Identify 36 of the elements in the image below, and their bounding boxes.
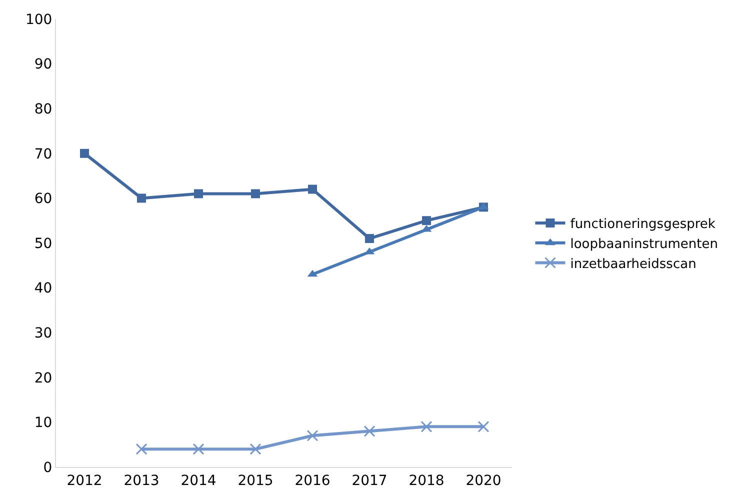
point <box>194 189 203 198</box>
point <box>251 189 260 198</box>
y-tick-label: 40 <box>34 280 52 297</box>
y-tick-label: 80 <box>34 102 52 118</box>
x-tick-label: 2015 <box>238 472 274 489</box>
point <box>306 430 318 442</box>
legend-label: functioneringsgesprek <box>570 217 716 232</box>
legend-label: inzetbaarheidsscan <box>570 256 696 272</box>
y-tick-label: 50 <box>34 236 52 252</box>
x-tick-label: 2013 <box>124 472 160 489</box>
x-tick-label: 2014 <box>180 472 216 489</box>
point <box>420 420 432 432</box>
point <box>478 420 490 432</box>
y-tick-label: 20 <box>34 370 52 386</box>
point <box>365 234 374 244</box>
y-tick-label: 90 <box>34 56 52 73</box>
x-tick-label: 2020 <box>466 472 502 489</box>
point <box>250 443 262 455</box>
point <box>137 194 146 203</box>
point <box>80 148 89 158</box>
y-tick-label: 100 <box>25 12 52 28</box>
point <box>422 216 431 226</box>
y-tick-label: 0 <box>43 460 52 476</box>
y-tick-label: 60 <box>34 191 52 208</box>
x-tick-label: 2018 <box>408 472 444 489</box>
legend-label: loopbaaninstrumenten <box>570 236 718 252</box>
x-tick-label: 2017 <box>352 472 388 489</box>
point <box>192 443 204 455</box>
point <box>308 184 317 194</box>
x-tick-label: 2016 <box>294 472 330 489</box>
x-tick-label: 2012 <box>66 472 102 489</box>
y-tick-label: 70 <box>34 146 52 162</box>
point <box>136 443 148 455</box>
y-tick-label: 30 <box>34 326 52 342</box>
y-tick-label: 10 <box>34 415 52 432</box>
point <box>364 425 376 437</box>
